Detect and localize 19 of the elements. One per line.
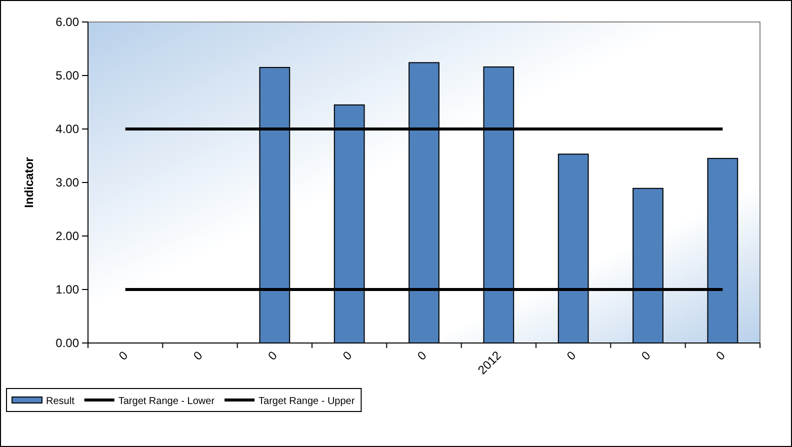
y-tick-label: 0.00 (56, 336, 80, 350)
y-tick-label: 5.00 (56, 68, 80, 82)
y-tick-label: 3.00 (56, 175, 80, 190)
legend-label: Target Range - Upper (258, 396, 356, 407)
legend-label: Target Range - Lower (118, 396, 216, 407)
x-tick-label: 0 (265, 348, 280, 363)
y-axis-title: Indicator (22, 156, 36, 208)
x-tick-label: 0 (638, 348, 654, 363)
y-tick-label: 1.00 (56, 282, 80, 296)
x-tick-label: 0 (564, 348, 579, 363)
x-tick-label: 0 (116, 348, 131, 363)
legend-label: Result (46, 396, 75, 407)
y-tick-label: 4.00 (56, 122, 80, 136)
y-tick-label: 6.00 (56, 14, 80, 29)
x-tick-label: 0 (414, 348, 430, 363)
x-tick-label: 0 (713, 348, 728, 363)
y-tick-label: 2.00 (56, 228, 80, 243)
x-tick-label: 0 (190, 348, 206, 363)
x-tick-label: 0 (340, 348, 355, 363)
